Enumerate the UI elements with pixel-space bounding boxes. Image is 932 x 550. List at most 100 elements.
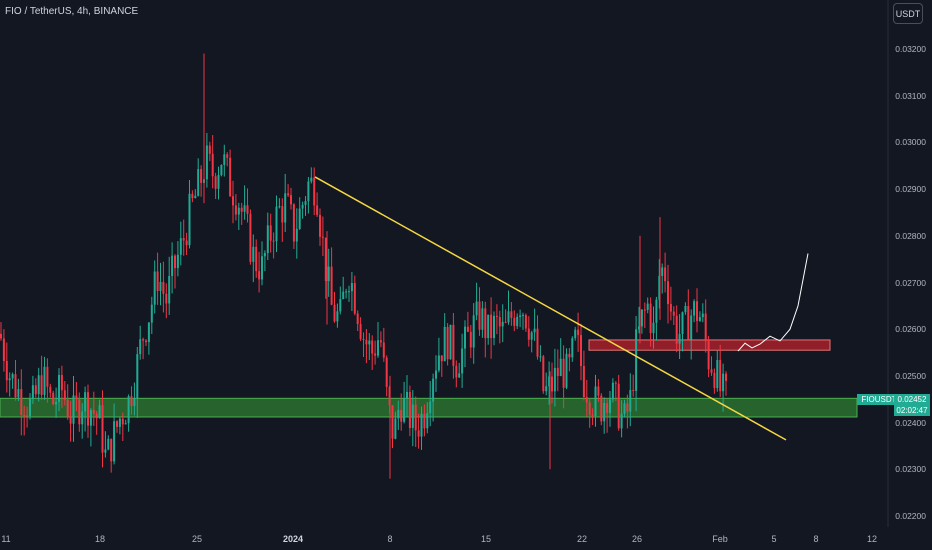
candle-body — [220, 164, 223, 176]
candle-body — [307, 181, 310, 202]
candle-body — [385, 357, 388, 387]
candle-body — [87, 392, 89, 426]
candle-body — [562, 358, 565, 388]
candle-body — [379, 340, 382, 343]
candle-body — [435, 370, 437, 379]
candle-body — [603, 403, 606, 422]
candle-body — [185, 240, 188, 246]
candle-body — [580, 335, 582, 367]
candle-body — [63, 390, 66, 400]
candle-body — [725, 373, 727, 381]
x-tick-label: Feb — [712, 534, 728, 544]
candle-body — [377, 340, 379, 356]
candle-body — [34, 385, 37, 395]
candle-body — [649, 303, 652, 334]
candle-body — [553, 367, 556, 392]
candle-body — [542, 356, 545, 392]
candle-body — [577, 329, 580, 336]
candle-body — [664, 267, 667, 282]
candle-body — [522, 314, 524, 316]
candle-body — [568, 353, 571, 358]
candle-body — [704, 313, 707, 342]
y-tick-label: 0.02200 — [895, 511, 926, 521]
candle-body — [359, 324, 362, 339]
candle-body — [165, 293, 168, 304]
candle-body — [710, 369, 713, 373]
candle-body — [632, 390, 635, 392]
candle-body — [536, 328, 539, 357]
candle-body — [252, 246, 255, 262]
candle-body — [478, 301, 481, 330]
candle-body — [565, 353, 568, 388]
candle-body — [414, 404, 417, 431]
candle-body — [136, 354, 139, 399]
candle-body — [356, 313, 359, 325]
x-tick-label: 2024 — [282, 534, 304, 544]
y-tick-label: 0.03000 — [895, 137, 926, 148]
candle-body — [661, 267, 664, 276]
candle-body — [487, 314, 490, 339]
candle-body — [301, 204, 304, 209]
candle-body — [2, 338, 5, 362]
candle-body — [698, 317, 701, 321]
candle-body — [95, 413, 98, 419]
candle-body — [394, 418, 397, 439]
candle-body — [469, 331, 472, 348]
candle-body — [26, 415, 29, 417]
candle-body — [272, 240, 275, 242]
candle-body — [8, 378, 11, 381]
candle-body — [626, 403, 629, 412]
candle-body — [452, 324, 455, 366]
candle-body — [174, 255, 176, 269]
candle-body — [696, 301, 698, 321]
candle-body — [113, 421, 116, 462]
candle-body — [246, 205, 249, 214]
candle-body — [142, 339, 145, 341]
candle-body — [130, 396, 133, 407]
candle-body — [139, 339, 142, 355]
candle-body — [464, 326, 466, 349]
candle-body — [539, 356, 542, 358]
candle-body — [458, 373, 461, 378]
candle-body — [620, 413, 623, 429]
candle-body — [23, 415, 26, 417]
candle-body — [501, 321, 504, 327]
candle-body — [629, 390, 632, 412]
candle-body — [29, 399, 31, 416]
candle-body — [516, 316, 519, 326]
candle-body — [551, 376, 553, 392]
currency-button[interactable]: USDT — [893, 3, 923, 24]
candle-body — [411, 404, 414, 428]
candle-body — [98, 405, 101, 419]
candle-body — [101, 405, 104, 453]
candle-body — [490, 314, 493, 339]
candle-body — [266, 225, 269, 254]
candle-body — [449, 324, 452, 360]
candle-body — [232, 196, 234, 206]
candle-body — [365, 339, 368, 345]
x-tick-label: 18 — [94, 534, 106, 544]
candle-body — [168, 276, 171, 304]
candle-body — [234, 205, 237, 215]
symbol-price-tag: FIOUSDT — [857, 394, 901, 405]
candle-body — [258, 271, 261, 280]
candle-body — [432, 378, 435, 402]
candle-body — [182, 238, 185, 241]
candle-body — [214, 176, 217, 189]
x-tick-label: 26 — [631, 534, 643, 544]
candle-body — [275, 206, 278, 242]
candle-body — [707, 341, 710, 370]
candle-body — [194, 195, 197, 199]
candle-body — [188, 193, 191, 246]
candle-body — [687, 305, 690, 340]
candle-body — [107, 438, 110, 450]
x-tick-label: 12 — [866, 534, 878, 544]
candle-body — [635, 329, 638, 391]
candle-body — [339, 299, 342, 312]
candle-body — [371, 340, 374, 354]
candle-body — [545, 386, 548, 392]
candle-body — [408, 391, 411, 428]
candle-body — [255, 246, 258, 272]
candle-body — [362, 338, 365, 340]
